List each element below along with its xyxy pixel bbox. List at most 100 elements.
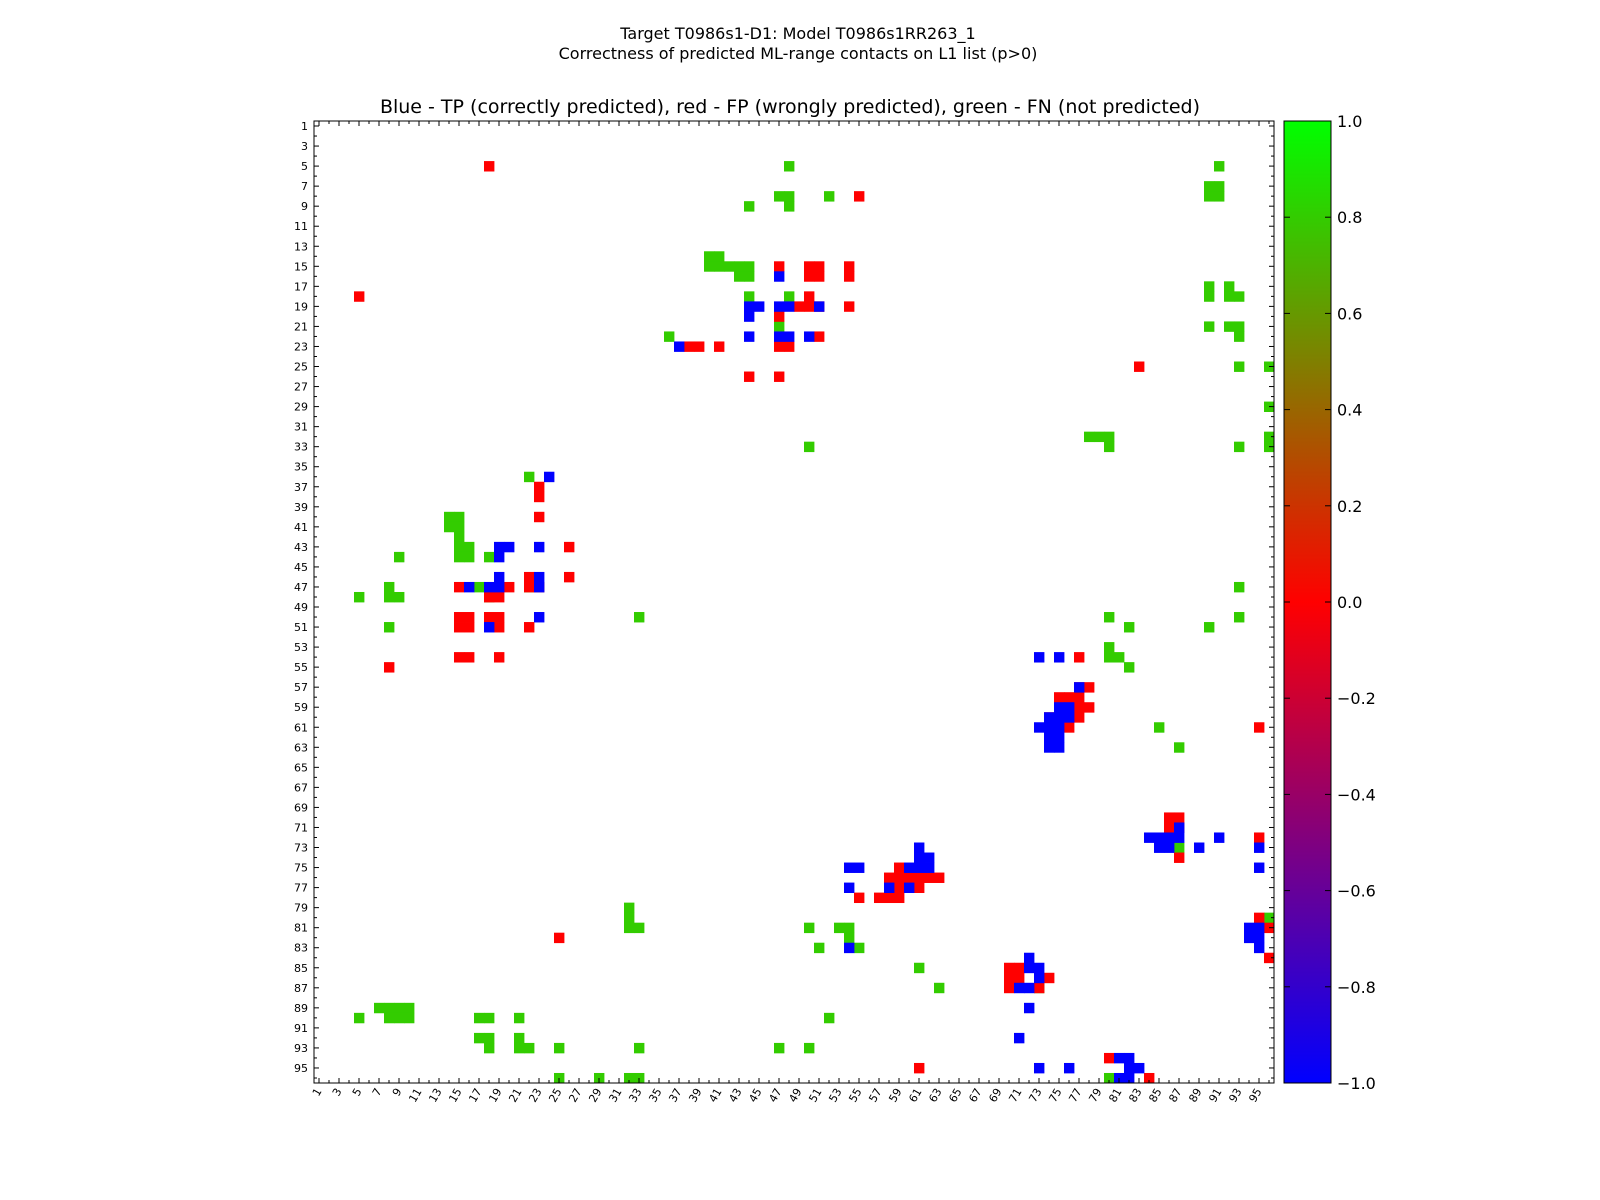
cell-tp <box>1244 922 1255 934</box>
y-tick-label: 85 <box>294 962 308 975</box>
cell-tp <box>1124 1072 1135 1084</box>
cell-fn <box>934 982 945 994</box>
cell-fn <box>354 591 365 603</box>
cell-tp <box>784 331 795 342</box>
cell-tp <box>1034 972 1045 984</box>
cell-tp <box>914 852 925 863</box>
y-tick-label: 49 <box>294 601 308 614</box>
cell-tp <box>844 862 855 873</box>
cell-tp <box>1194 842 1205 853</box>
cell-fp <box>454 612 465 623</box>
cell-fn <box>724 261 735 272</box>
cell-tp <box>1124 1062 1135 1074</box>
cell-fp <box>1174 812 1185 823</box>
x-tick-label: 1 <box>310 1086 325 1099</box>
cell-tp <box>1124 1052 1135 1064</box>
cell-fn <box>1204 291 1215 302</box>
y-tick-label: 17 <box>294 280 308 293</box>
cell-fp <box>884 892 895 904</box>
cell-fn <box>464 551 475 563</box>
cell-fn <box>1104 441 1115 453</box>
cell-fn <box>914 962 925 974</box>
cell-tp <box>1214 832 1225 843</box>
cell-fp <box>794 301 805 312</box>
cell-fp <box>454 581 465 593</box>
y-tick-label: 79 <box>294 902 308 915</box>
cell-fp <box>774 371 785 382</box>
cell-fn <box>634 1042 645 1054</box>
cell-fn <box>1234 291 1245 302</box>
cell-fn <box>1264 431 1275 443</box>
y-tick-label: 71 <box>294 821 308 834</box>
y-tick-label: 43 <box>294 541 308 554</box>
cell-tp <box>1134 1062 1145 1074</box>
cell-fn <box>1104 652 1115 663</box>
cell-fn <box>784 201 795 212</box>
cell-tp <box>1054 712 1065 723</box>
cell-tp <box>494 551 505 563</box>
cell-fn <box>1104 612 1115 623</box>
colorbar-ticks: 1.0 0.8 0.6 0.4 0.2 0.0 −0.2 −0.4 −0.6 −0.8 −1.0 <box>1284 112 1376 1093</box>
cell-fn <box>1214 191 1225 202</box>
x-tick-label: 71 <box>1006 1086 1024 1105</box>
cell-fn <box>704 261 715 272</box>
cell-tp <box>774 271 785 282</box>
y-tick-label: 81 <box>294 922 308 935</box>
cell-fp <box>1254 722 1265 733</box>
cell-fn <box>1234 612 1245 623</box>
cell-fp <box>1064 722 1075 733</box>
cell-fn <box>1204 321 1215 332</box>
y-tick-label: 35 <box>294 461 308 474</box>
y-tick-label: 51 <box>294 621 308 634</box>
cell-fp <box>814 331 825 342</box>
y-tick-label: 3 <box>301 140 308 153</box>
x-tick-label: 21 <box>506 1086 524 1105</box>
cell-fp <box>854 892 865 904</box>
y-tick-label: 91 <box>294 1022 308 1035</box>
y-tick-label: 59 <box>294 701 308 714</box>
y-tick-label: 41 <box>294 521 308 534</box>
cell-tp <box>544 471 555 483</box>
y-tick-label: 7 <box>301 180 308 193</box>
x-tick-label: 89 <box>1186 1086 1204 1105</box>
cell-fp <box>894 892 905 904</box>
cell-fn <box>1204 181 1215 192</box>
cell-fn <box>744 271 755 282</box>
cell-fn <box>444 521 455 533</box>
y-tick-labels: 1357911131517192123252729313335373941434… <box>294 120 308 1075</box>
x-tick-label: 87 <box>1166 1086 1184 1105</box>
cell-tp <box>744 331 755 342</box>
cell-fp <box>1074 702 1085 713</box>
cell-fn <box>554 1042 565 1054</box>
cell-tp <box>1054 702 1065 713</box>
cell-tp <box>1044 722 1055 733</box>
cell-fn <box>734 261 745 272</box>
cell-fn <box>714 251 725 262</box>
y-tick-label: 53 <box>294 641 308 654</box>
cell-fn <box>824 191 835 202</box>
cell-fp <box>714 341 725 352</box>
cell-fn <box>474 1032 485 1044</box>
cell-fn <box>464 541 475 553</box>
x-tick-label: 69 <box>986 1086 1004 1105</box>
x-tick-label: 65 <box>946 1086 964 1105</box>
cell-fn <box>844 922 855 934</box>
cell-fp <box>774 311 785 322</box>
cell-fp <box>854 191 865 202</box>
cell-fp <box>804 301 815 312</box>
cell-fn <box>484 1032 495 1044</box>
x-tick-label: 27 <box>566 1086 584 1105</box>
cell-fn <box>634 612 645 623</box>
cell-fp <box>504 581 515 593</box>
y-tick-label: 33 <box>294 441 308 454</box>
cell-fn <box>1204 191 1215 202</box>
x-tick-label: 53 <box>826 1086 844 1105</box>
cell-fp <box>844 261 855 272</box>
colorbar-tick-label: −0.6 <box>1337 882 1376 901</box>
cell-tp <box>1024 1002 1035 1014</box>
cell-tp <box>1054 652 1065 663</box>
cell-tp <box>744 311 755 322</box>
cell-fp <box>1074 652 1085 663</box>
cell-fp <box>1004 972 1015 984</box>
